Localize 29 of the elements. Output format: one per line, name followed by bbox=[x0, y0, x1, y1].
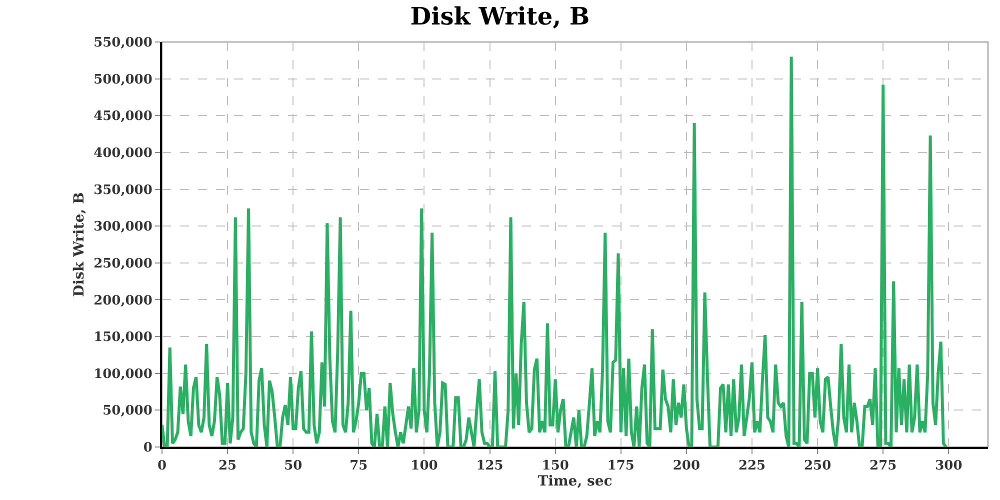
x-tick-label: 275 bbox=[870, 458, 897, 474]
x-tick-label: 0 bbox=[157, 458, 167, 474]
y-tick-label: 0 bbox=[143, 440, 152, 456]
y-tick-label: 50,000 bbox=[102, 404, 152, 419]
y-tick-label: 450,000 bbox=[94, 109, 152, 124]
y-tick-label: 550,000 bbox=[94, 36, 152, 51]
x-tick-label: 200 bbox=[672, 458, 700, 474]
x-tick-label: 250 bbox=[804, 458, 832, 474]
y-tick-label: 150,000 bbox=[94, 330, 152, 346]
x-tick-label: 25 bbox=[218, 458, 237, 474]
x-tick-label: 175 bbox=[607, 458, 634, 474]
y-tick-label: 250,000 bbox=[94, 256, 152, 272]
y-tick-label: 500,000 bbox=[94, 72, 152, 88]
x-axis-title: Time, sec bbox=[538, 474, 612, 490]
y-tick-label: 350,000 bbox=[94, 182, 152, 198]
y-tick-label: 200,000 bbox=[94, 293, 152, 308]
x-tick-label: 50 bbox=[284, 458, 302, 474]
x-tick-label: 150 bbox=[542, 458, 569, 474]
x-tick-label: 125 bbox=[476, 458, 504, 474]
line-series bbox=[162, 55, 948, 447]
x-tick-label: 75 bbox=[350, 458, 368, 474]
x-tick-label: 225 bbox=[738, 458, 766, 474]
y-tick-label: 100,000 bbox=[94, 366, 152, 382]
y-tick-label: 400,000 bbox=[94, 146, 152, 161]
x-tick-label: 300 bbox=[935, 458, 962, 474]
chart-title: Disk Write, B bbox=[410, 1, 590, 30]
y-tick-label: 300,000 bbox=[94, 220, 152, 235]
x-tick-label: 100 bbox=[410, 458, 438, 474]
y-axis-title: Disk Write, B bbox=[72, 192, 88, 297]
